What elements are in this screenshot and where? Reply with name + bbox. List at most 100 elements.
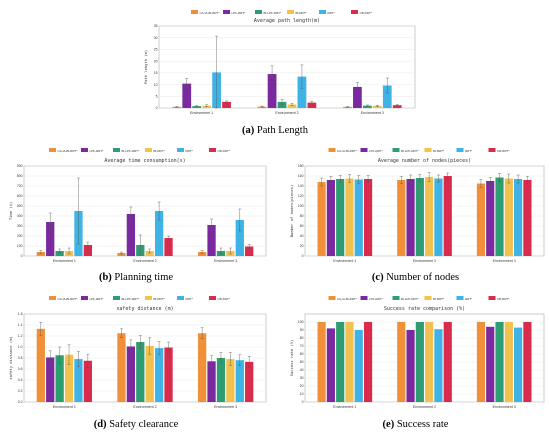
y-axis-label: Number of nodes(pieces) <box>289 185 294 238</box>
chart-title: Average number of nodes(pieces) <box>378 158 471 164</box>
x-tick-label: Environment 1 <box>333 405 356 409</box>
x-tick-label: Environment 2 <box>133 259 156 263</box>
chart-b-panel: CA-IA-Bi-RRT* LPF-RRT* BI-LPF-RRT* BI-RRT* R… <box>2 146 270 268</box>
x-tick-label: Environment 3 <box>493 405 516 409</box>
y-tick-label: 80 <box>300 214 304 218</box>
x-tick-label: Environment 2 <box>413 259 436 263</box>
bar <box>197 252 207 256</box>
bar <box>336 179 345 256</box>
bar <box>46 222 55 256</box>
bar <box>326 328 335 402</box>
legend-swatch <box>177 296 184 300</box>
legend: CA-IA-Bi-RRT* LPF-RRT* BI-LPF-RRT* BI-RRT* R… <box>49 148 231 153</box>
legend-swatch <box>351 10 358 14</box>
legend-swatch <box>209 148 216 152</box>
chart-title: Average time consumption(s) <box>104 158 185 164</box>
bar <box>362 105 372 108</box>
y-tick-label: 90 <box>300 328 304 332</box>
y-tick-label: 40 <box>300 234 304 238</box>
legend: CA-IA-Bi-RRT* LPF-RRT* BI-LPF-RRT* BI-RRT* R… <box>328 148 510 153</box>
legend-label: CA-IA-Bi-RRT* <box>58 149 79 153</box>
y-axis-label: Success rate (%) <box>289 340 294 377</box>
bar <box>164 238 173 256</box>
legend-label: BI-RRT* <box>154 297 166 301</box>
legend-swatch <box>113 296 120 300</box>
bar <box>216 358 226 402</box>
bar <box>326 180 335 256</box>
chart-a: CA-IA-Bi-RRT* LPF-RRT* BI-LPF-RRT* BI-RRT* R… <box>143 10 416 115</box>
bar <box>317 182 326 256</box>
legend-label: BI-LPF-RRT* <box>401 297 419 301</box>
bar <box>345 322 354 402</box>
y-tick-label: 0 <box>156 106 158 110</box>
bar <box>336 322 345 402</box>
chart-b: CA-IA-Bi-RRT* LPF-RRT* BI-LPF-RRT* BI-RRT* R… <box>8 148 267 263</box>
y-axis-label: Time (s) <box>8 202 13 220</box>
y-tick-label: 180 <box>298 164 304 168</box>
bar <box>197 333 207 402</box>
x-tick-label: Environment 3 <box>214 259 237 263</box>
bar <box>415 322 424 402</box>
bar <box>126 346 136 402</box>
bar <box>363 322 373 402</box>
bar <box>297 76 307 108</box>
bar <box>267 74 277 108</box>
x-tick-label: Environment 2 <box>275 111 298 115</box>
bar <box>117 253 126 256</box>
y-tick-label: 50 <box>300 360 304 364</box>
bar <box>425 177 434 256</box>
legend-swatch <box>456 148 464 152</box>
y-tick-label: 140 <box>298 184 304 188</box>
legend-label: RRT* <box>465 297 473 301</box>
legend-label: RRT* <box>328 11 336 15</box>
legend-label: BI-LPF-RRT* <box>264 11 282 15</box>
legend-swatch <box>488 296 496 300</box>
legend-label: BI-RRT* <box>433 297 445 301</box>
chart-c: CA-IA-Bi-RRT* LPF-RRT* BI-LPF-RRT* BI-RRT* R… <box>289 148 545 263</box>
y-tick-label: 800 <box>17 174 23 178</box>
bar <box>354 330 363 402</box>
plot-area <box>304 165 545 257</box>
legend-swatch <box>49 296 56 300</box>
bar <box>64 354 74 402</box>
legend-swatch <box>328 148 336 152</box>
bar <box>476 183 486 256</box>
legend-label: BI-RRT* <box>154 149 166 153</box>
legend-swatch <box>81 148 88 152</box>
legend-swatch <box>319 10 326 14</box>
y-tick-label: 60 <box>300 224 304 228</box>
legend-label: LPF-RRT* <box>232 11 247 15</box>
bar <box>46 357 55 402</box>
y-tick-label: 20 <box>154 59 158 63</box>
chart-d: CA-IA-Bi-RRT* LPF-RRT* BI-LPF-RRT* BI-RRT* R… <box>8 296 267 409</box>
y-tick-label: 0.0 <box>18 400 23 404</box>
legend-label: BI-LPF-RRT* <box>401 149 419 153</box>
bar <box>372 105 382 108</box>
y-tick-label: 900 <box>17 164 23 168</box>
legend-label: CA-IA-Bi-RRT* <box>337 149 358 153</box>
bar <box>207 225 216 256</box>
legend-swatch <box>255 10 262 14</box>
bar <box>434 329 443 402</box>
caption-d: (d) Safety clearance <box>93 419 179 430</box>
legend-swatch <box>360 148 368 152</box>
legend-label: CA-IA-Bi-RRT* <box>200 11 221 15</box>
legend-label: CB-RRT* <box>218 149 231 153</box>
y-tick-label: 20 <box>300 244 304 248</box>
legend-label: BI-RRT* <box>296 11 308 15</box>
chart-e: CA-IA-Bi-RRT* LPF-RRT* BI-LPF-RRT* BI-RRT* R… <box>289 296 545 409</box>
legend-swatch <box>81 296 88 300</box>
bar <box>514 179 523 256</box>
bar <box>245 246 254 256</box>
legend-swatch <box>488 148 496 152</box>
bar <box>443 322 452 402</box>
x-tick-label: Environment 1 <box>53 405 76 409</box>
bar <box>287 104 297 108</box>
y-tick-label: 1.6 <box>18 312 23 316</box>
chart-title: Success rate comparison (%) <box>384 306 465 312</box>
x-tick-label: Environment 2 <box>133 405 156 409</box>
caption-e: (e) Success rate <box>382 419 449 430</box>
x-tick-label: Environment 1 <box>190 111 213 115</box>
y-tick-label: 400 <box>17 214 23 218</box>
caption-c: (c) Number of nodes <box>371 272 460 283</box>
